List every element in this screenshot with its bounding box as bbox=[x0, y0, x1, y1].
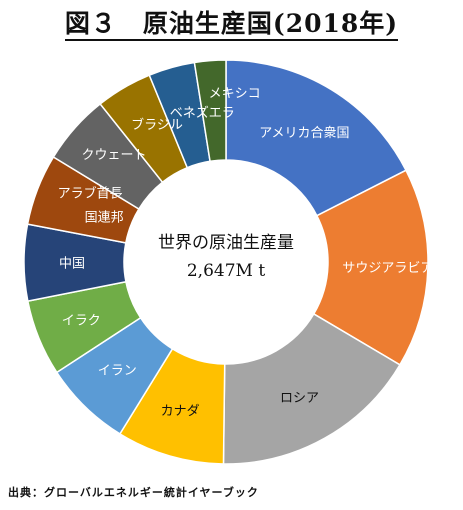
chart-title-text: 図３ 原油生産国(2018年) bbox=[64, 9, 399, 41]
slice-label-1: アメリカ合衆国 bbox=[259, 125, 349, 141]
slice-1 bbox=[225, 59, 407, 217]
slice-label-6: イラク bbox=[62, 313, 101, 328]
slice-label-12: メキシコ bbox=[209, 87, 261, 102]
donut-slices bbox=[23, 59, 429, 465]
slice-label-7: 中国 bbox=[59, 256, 85, 271]
slice-2 bbox=[312, 169, 429, 366]
slice-label-3: ロシア bbox=[280, 391, 319, 406]
slice-label-11: ベネズエラ bbox=[170, 105, 235, 121]
slice-label-2: サウジアラビア bbox=[342, 261, 433, 276]
slice-3 bbox=[222, 312, 401, 465]
slice-label-4: カナダ bbox=[161, 404, 200, 419]
chart-title: 図３ 原油生産国(2018年) bbox=[0, 8, 463, 41]
slice-label-8: アラブ首長国連邦 bbox=[58, 185, 124, 225]
slice-label-5: イラン bbox=[98, 363, 137, 378]
center-label-line-1: 世界の原油生産量 bbox=[158, 233, 294, 253]
slice-12 bbox=[193, 59, 227, 163]
center-label-line-2: 2,647M t bbox=[187, 261, 265, 281]
slice-label-9: クウェート bbox=[81, 148, 146, 163]
slice-label-10: ブラジル bbox=[131, 117, 183, 133]
source-note: 出典：グローバルエネルギー統計イヤーブック bbox=[8, 486, 259, 499]
